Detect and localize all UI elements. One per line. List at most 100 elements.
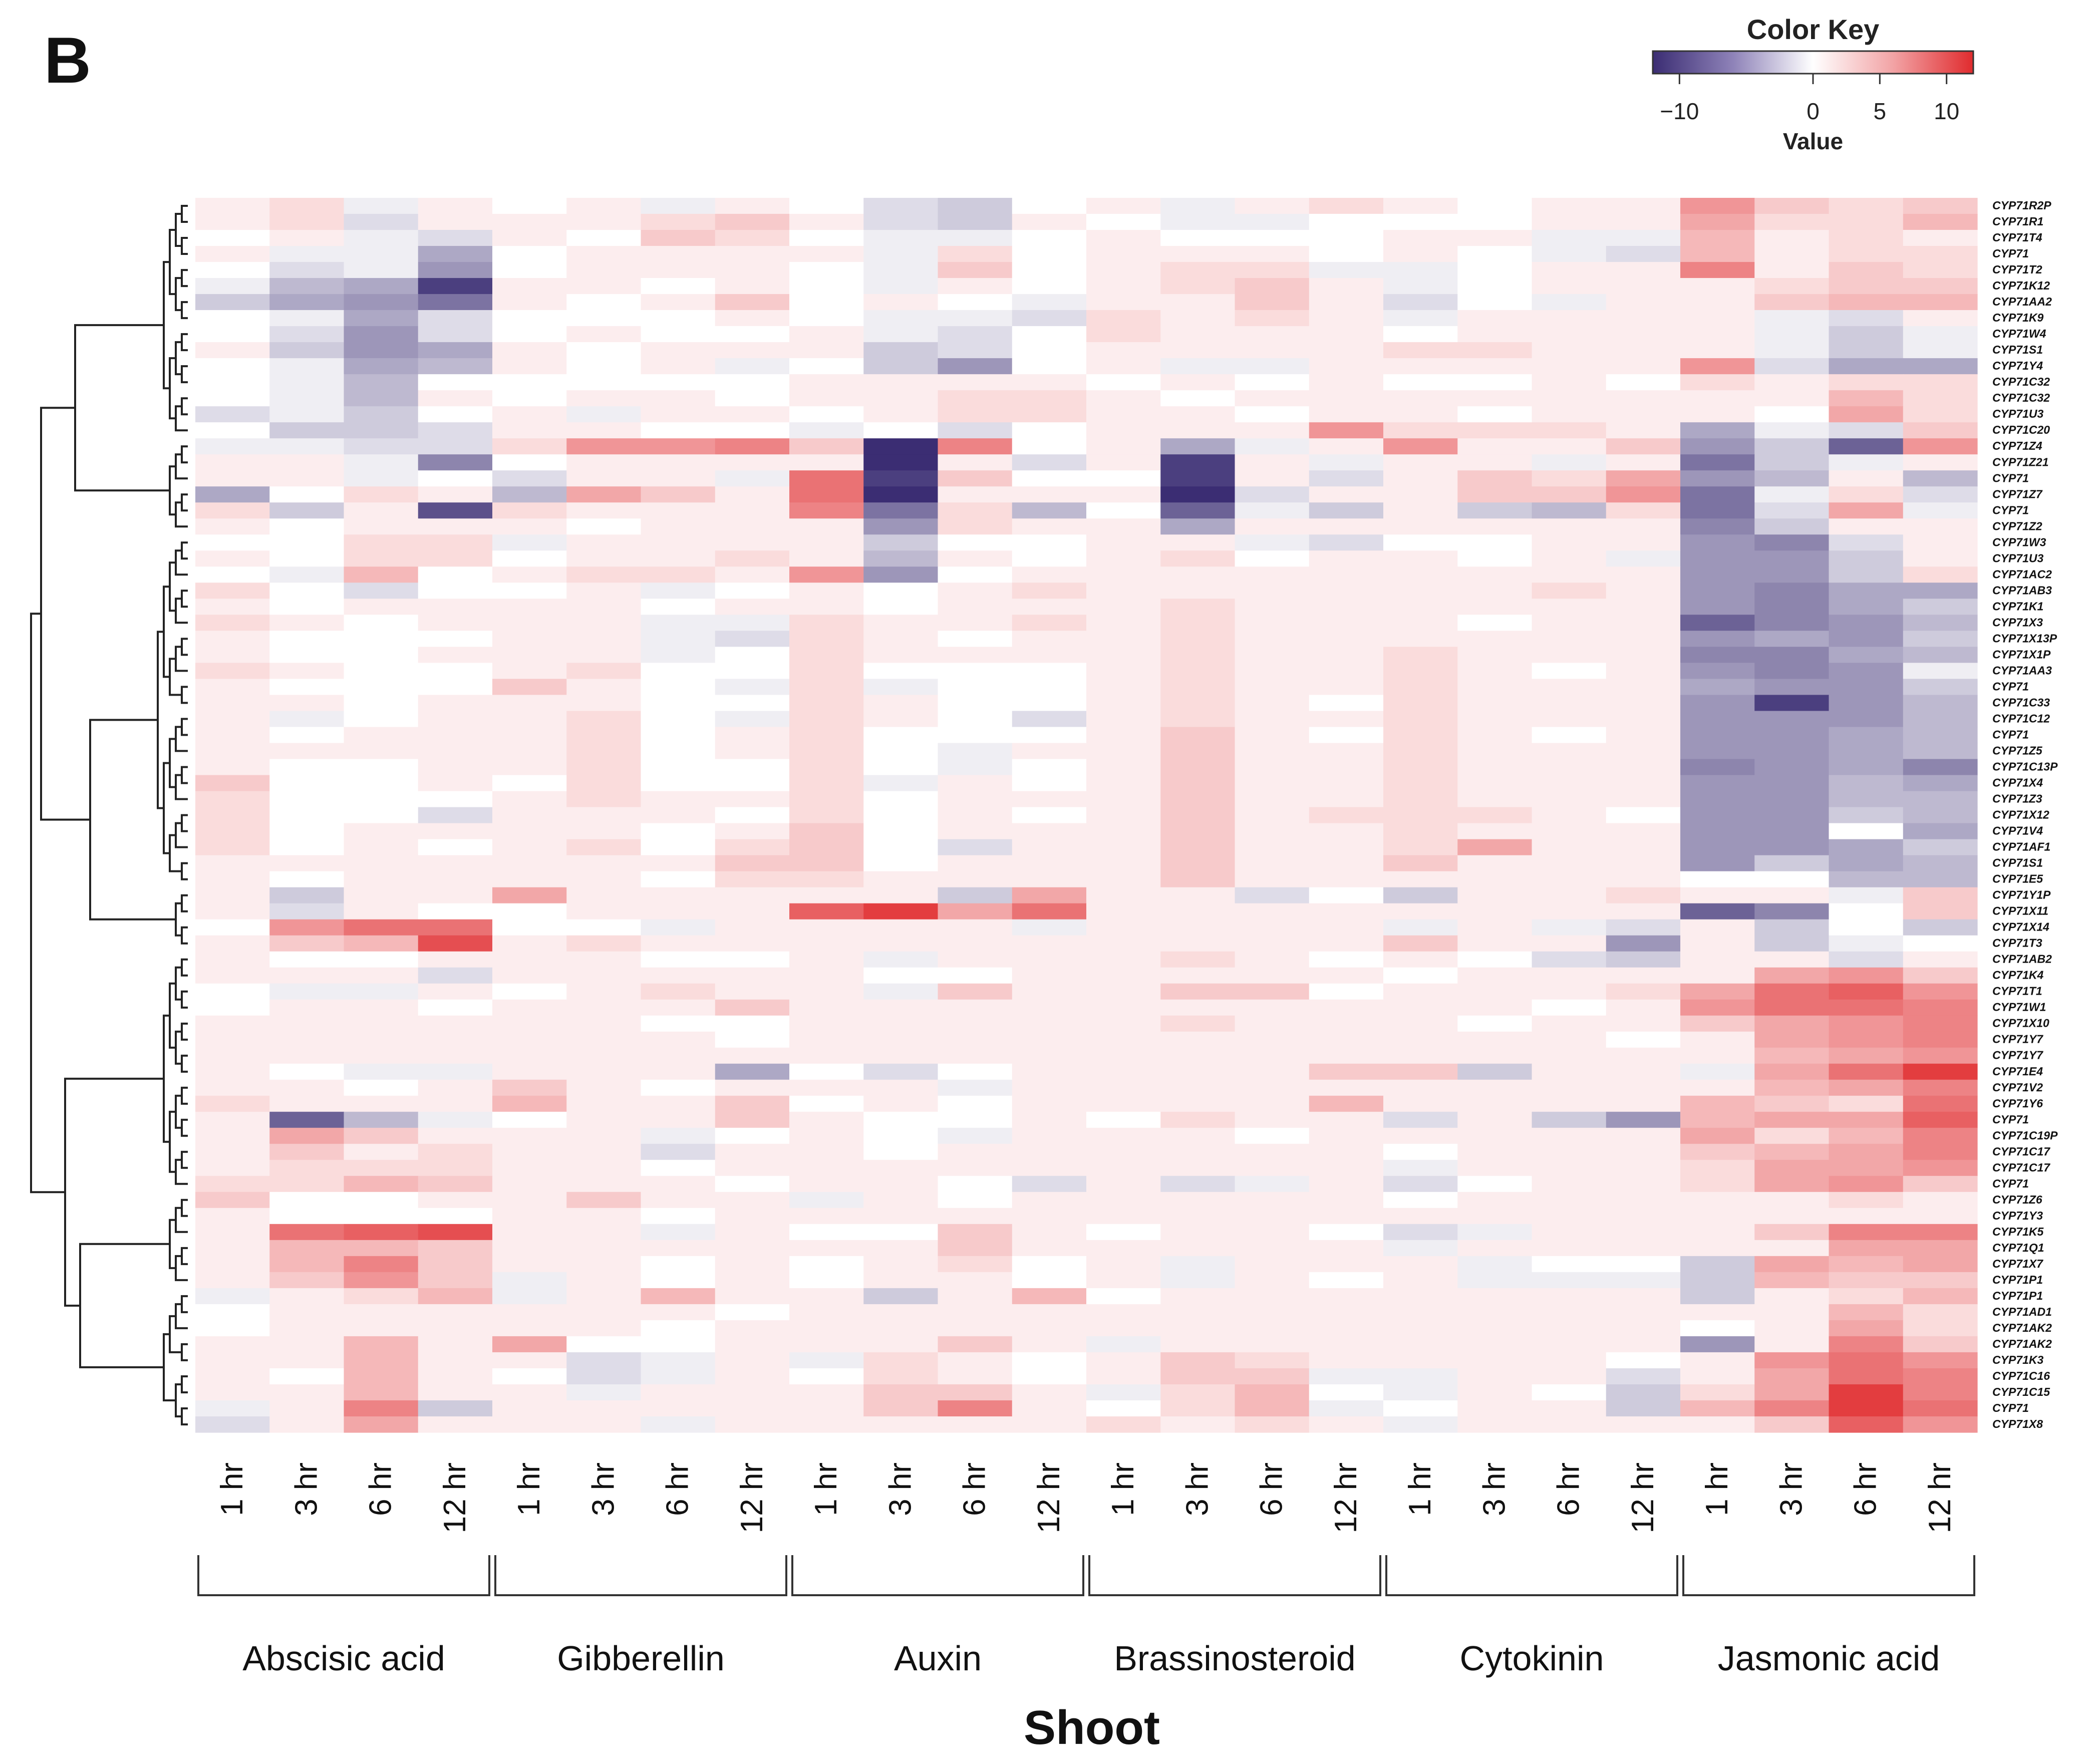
dendrogram-branch	[181, 333, 188, 352]
heatmap-cell	[1086, 727, 1161, 744]
heatmap-cell	[566, 1320, 642, 1337]
row-label: CYP71Z5	[1992, 744, 2043, 757]
heatmap-cell	[1086, 1192, 1161, 1209]
heatmap-cell	[195, 1079, 270, 1096]
heatmap-cell	[566, 647, 642, 663]
heatmap-cell	[492, 1384, 567, 1401]
heatmap-cell	[195, 807, 270, 824]
heatmap-cell	[1309, 278, 1384, 295]
heatmap-cell	[195, 1143, 270, 1160]
heatmap-cell	[1086, 663, 1161, 679]
heatmap-cell	[1457, 406, 1533, 423]
heatmap-cell	[1457, 246, 1533, 262]
heatmap-cell	[344, 727, 419, 744]
row-label: CYP71C20	[1992, 423, 2050, 436]
heatmap-cell	[1532, 983, 1607, 1000]
heatmap-cell	[1383, 903, 1458, 920]
heatmap-cell	[1160, 454, 1236, 471]
heatmap-cell	[492, 518, 567, 535]
heatmap-cell	[418, 1320, 493, 1337]
heatmap-cell	[1457, 935, 1533, 952]
heatmap-cell	[1457, 647, 1533, 663]
heatmap-cell	[1754, 871, 1830, 888]
heatmap-cell	[1903, 887, 1978, 904]
row-label: CYP71X11	[1992, 905, 2048, 918]
heatmap-cell	[1383, 999, 1458, 1016]
dendrogram-branch	[181, 590, 188, 608]
heatmap-cell	[1606, 406, 1681, 423]
row-label: CYP71X8	[1992, 1417, 2043, 1430]
heatmap-cell	[1235, 534, 1310, 551]
heatmap-cell	[715, 1288, 790, 1305]
heatmap-cell	[1829, 999, 1904, 1016]
heatmap-cell	[1457, 342, 1533, 359]
heatmap-cell	[1457, 855, 1533, 872]
heatmap-cell	[1012, 1320, 1087, 1337]
row-label: CYP71K4	[1992, 969, 2043, 982]
heatmap-cell	[344, 550, 419, 567]
heatmap-cell	[715, 999, 790, 1016]
heatmap-cell	[641, 454, 716, 471]
row-label: CYP71C19P	[1992, 1129, 2058, 1142]
heatmap-cell	[641, 486, 716, 503]
heatmap-cell	[1606, 1400, 1681, 1417]
heatmap-cell	[1309, 1063, 1384, 1080]
heatmap-cell	[863, 903, 939, 920]
dendrogram-branch	[181, 365, 188, 384]
heatmap-cell	[1012, 534, 1087, 551]
heatmap-cell	[863, 1031, 939, 1048]
heatmap-cell	[1903, 582, 1978, 599]
row-label: CYP71AK2	[1992, 1321, 2052, 1334]
heatmap-cell	[1680, 1240, 1755, 1257]
heatmap-cell	[1086, 951, 1161, 968]
heatmap-cell	[938, 1288, 1013, 1305]
heatmap-cell	[1383, 1336, 1458, 1353]
heatmap-cell	[566, 1192, 642, 1209]
heatmap-cell	[1903, 791, 1978, 808]
heatmap-cell	[863, 663, 939, 679]
heatmap-cell	[863, 1368, 939, 1385]
heatmap-cell	[789, 663, 864, 679]
heatmap-cell	[1235, 374, 1310, 391]
row-label: CYP71C17	[1992, 1145, 2050, 1158]
heatmap-cell	[1235, 438, 1310, 455]
heatmap-cell	[938, 1304, 1013, 1321]
heatmap-cell	[1532, 679, 1607, 695]
heatmap-cell	[492, 342, 567, 359]
heatmap-cell	[1754, 999, 1830, 1016]
heatmap-cell	[269, 1256, 345, 1273]
color-key: Color Key −10 0 5 10 Value	[1652, 14, 1974, 154]
heatmap-cell	[715, 1400, 790, 1417]
heatmap-cell	[1012, 1368, 1087, 1385]
heatmap-cell	[1903, 1352, 1978, 1369]
heatmap-cell	[1606, 919, 1681, 936]
heatmap-cell	[1903, 278, 1978, 295]
heatmap-cell	[1754, 534, 1830, 551]
heatmap-cell	[1012, 198, 1087, 214]
heatmap-cell	[1754, 1095, 1830, 1112]
heatmap-cell	[195, 983, 270, 1000]
heatmap-cell	[492, 1095, 567, 1112]
row-label: CYP71C12	[1992, 712, 2050, 725]
heatmap-cell	[789, 1192, 864, 1209]
heatmap-cell	[1532, 534, 1607, 551]
heatmap-cell	[1160, 518, 1236, 535]
heatmap-cell	[492, 679, 567, 695]
dendrogram-branch	[181, 301, 188, 320]
heatmap-cell	[1754, 1127, 1830, 1144]
dendrogram-branch	[181, 269, 188, 287]
heatmap-cell	[195, 198, 270, 214]
heatmap-cell	[492, 262, 567, 278]
heatmap-cell	[1532, 1208, 1607, 1225]
heatmap-cell	[789, 422, 864, 439]
row-label: CYP71C16	[1992, 1369, 2050, 1382]
heatmap-cell	[492, 855, 567, 872]
heatmap-cell	[1680, 839, 1755, 856]
heatmap-cell	[938, 1256, 1013, 1273]
heatmap-cell	[715, 727, 790, 744]
heatmap-cell	[1160, 1384, 1236, 1401]
heatmap-cell	[715, 502, 790, 519]
heatmap-cell	[789, 1208, 864, 1225]
heatmap-cell	[1606, 486, 1681, 503]
heatmap-cell	[789, 599, 864, 615]
